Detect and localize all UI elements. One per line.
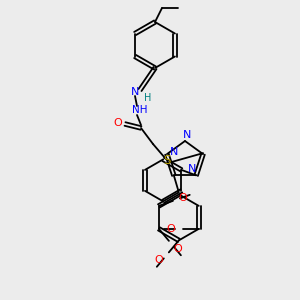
Text: N: N	[188, 164, 196, 174]
Text: O: O	[167, 224, 175, 234]
Text: N: N	[170, 147, 178, 157]
Text: N: N	[183, 130, 191, 140]
Text: O: O	[154, 255, 163, 266]
Text: O: O	[114, 118, 122, 128]
Text: NH: NH	[132, 105, 148, 115]
Text: N: N	[131, 87, 139, 97]
Text: S: S	[163, 154, 171, 167]
Text: O: O	[173, 244, 182, 254]
Text: H: H	[144, 93, 152, 103]
Text: O: O	[178, 194, 187, 203]
